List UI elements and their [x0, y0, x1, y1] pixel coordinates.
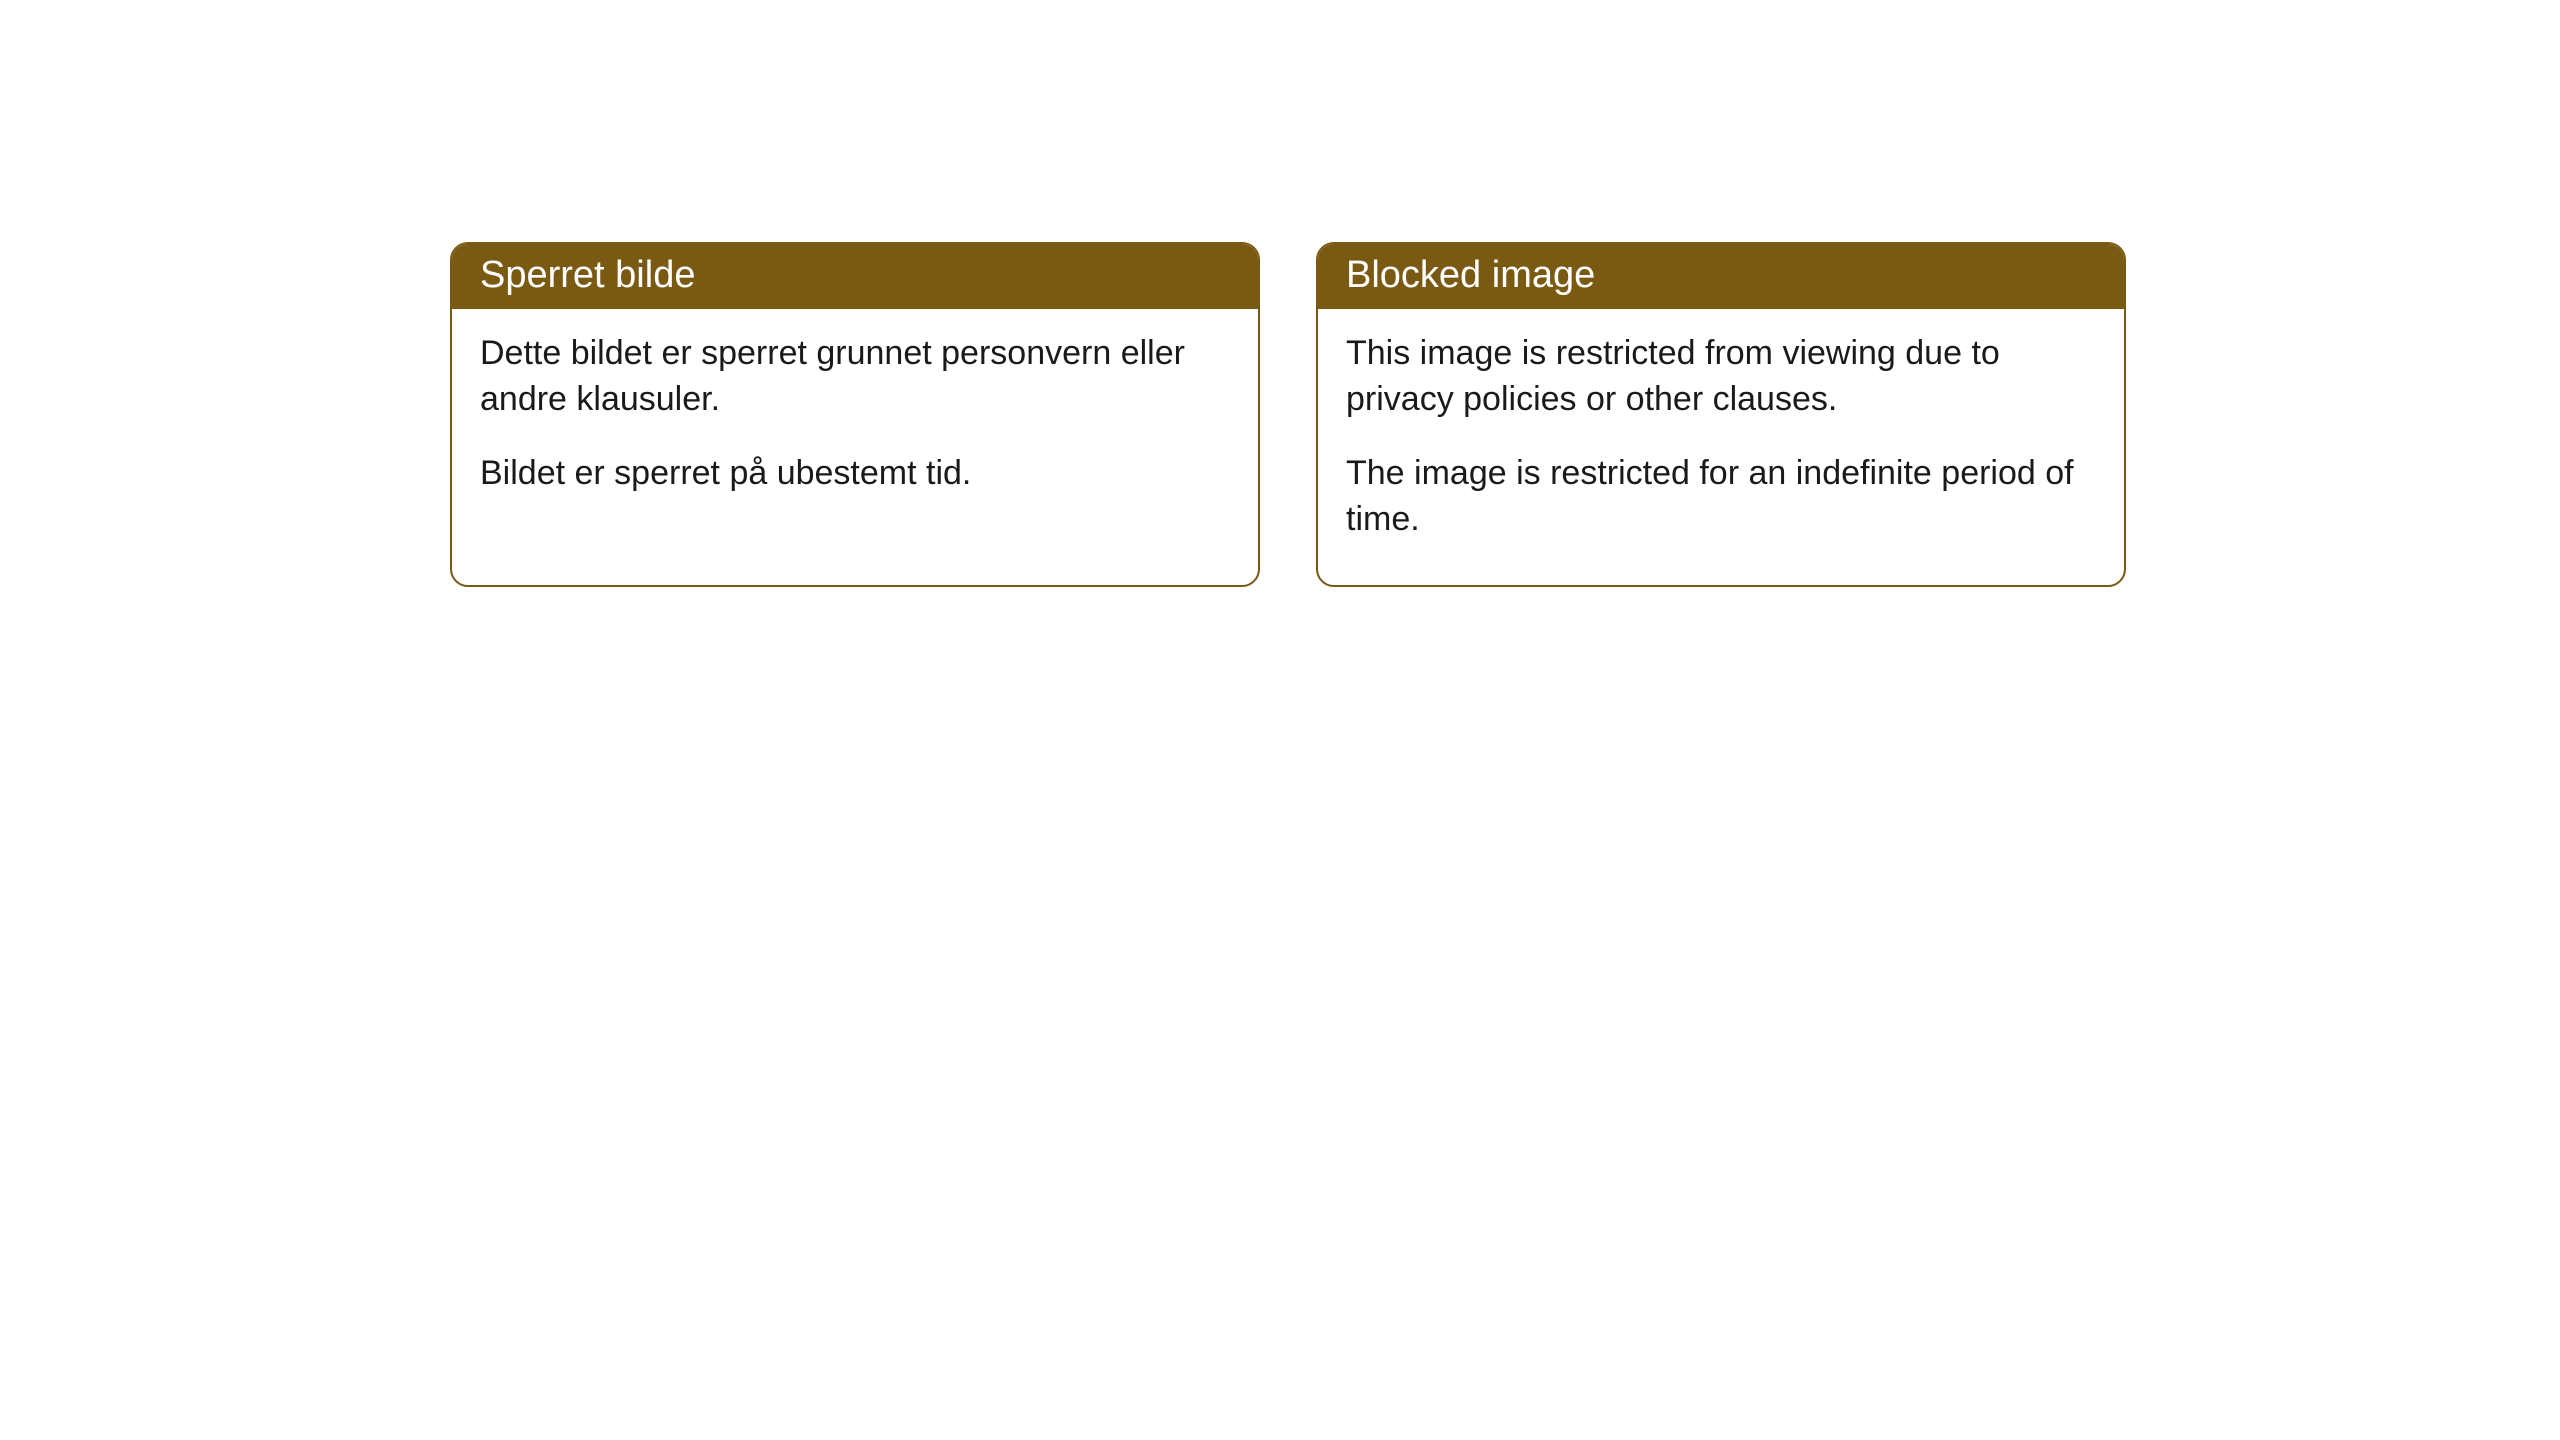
notice-header: Sperret bilde [452, 244, 1258, 309]
notice-card-english: Blocked image This image is restricted f… [1316, 242, 2126, 587]
notice-title: Blocked image [1346, 254, 1595, 296]
notice-paragraph: The image is restricted for an indefinit… [1346, 451, 2096, 543]
notice-title: Sperret bilde [480, 254, 695, 296]
notice-container: Sperret bilde Dette bildet er sperret gr… [450, 242, 2126, 587]
notice-card-norwegian: Sperret bilde Dette bildet er sperret gr… [450, 242, 1260, 587]
notice-body: This image is restricted from viewing du… [1318, 309, 2124, 585]
notice-paragraph: Bildet er sperret på ubestemt tid. [480, 451, 1230, 497]
notice-paragraph: Dette bildet er sperret grunnet personve… [480, 331, 1230, 423]
notice-paragraph: This image is restricted from viewing du… [1346, 331, 2096, 423]
notice-header: Blocked image [1318, 244, 2124, 309]
notice-body: Dette bildet er sperret grunnet personve… [452, 309, 1258, 539]
